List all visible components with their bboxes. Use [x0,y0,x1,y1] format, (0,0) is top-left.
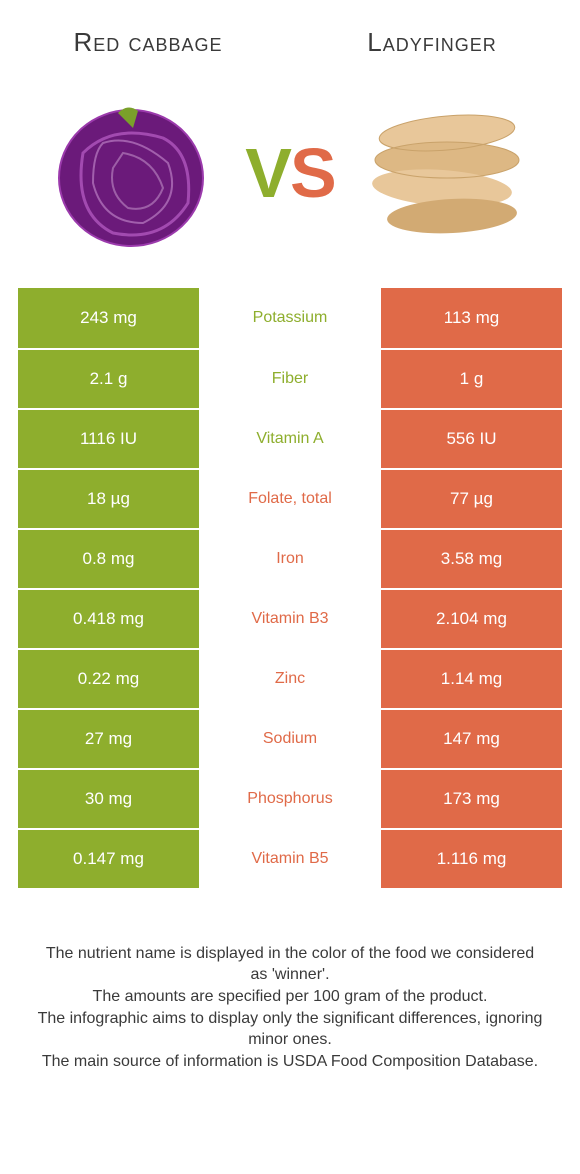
right-value: 1.14 mg [381,650,562,708]
left-value: 1116 IU [18,410,199,468]
left-value: 0.8 mg [18,530,199,588]
left-title: Red cabbage [48,28,248,58]
ladyfinger-icon [362,98,532,248]
right-value: 1 g [381,350,562,408]
left-value: 2.1 g [18,350,199,408]
nutrient-name: Phosphorus [199,770,381,828]
footnote-line-1: The nutrient name is displayed in the co… [36,943,544,986]
red-cabbage-icon [53,93,213,253]
left-value: 27 mg [18,710,199,768]
table-row: 2.1 gFiber1 g [18,348,562,408]
table-row: 18 µgFolate, total77 µg [18,468,562,528]
right-value: 556 IU [381,410,562,468]
vs-v: V [245,134,290,212]
nutrient-name: Vitamin B3 [199,590,381,648]
table-row: 1116 IUVitamin A556 IU [18,408,562,468]
footnote-line-2: The amounts are specified per 100 gram o… [36,986,544,1008]
right-food-image [362,88,532,258]
table-row: 243 mgPotassium113 mg [18,288,562,348]
table-row: 30 mgPhosphorus173 mg [18,768,562,828]
vs-s: S [290,134,335,212]
nutrient-name: Vitamin A [199,410,381,468]
footnote-line-3: The infographic aims to display only the… [36,1008,544,1051]
table-row: 27 mgSodium147 mg [18,708,562,768]
infographic: Red cabbage Ladyfinger VS [0,0,580,1092]
left-value: 18 µg [18,470,199,528]
nutrient-table: 243 mgPotassium113 mg2.1 gFiber1 g1116 I… [18,288,562,888]
left-value: 30 mg [18,770,199,828]
left-value: 0.147 mg [18,830,199,888]
right-value: 147 mg [381,710,562,768]
right-value: 3.58 mg [381,530,562,588]
nutrient-name: Potassium [199,288,381,348]
right-value: 173 mg [381,770,562,828]
hero-row: VS [18,68,562,288]
nutrient-name: Zinc [199,650,381,708]
right-value: 77 µg [381,470,562,528]
vs-label: VS [245,133,334,213]
nutrient-name: Fiber [199,350,381,408]
nutrient-name: Folate, total [199,470,381,528]
table-row: 0.418 mgVitamin B32.104 mg [18,588,562,648]
right-value: 2.104 mg [381,590,562,648]
nutrient-name: Iron [199,530,381,588]
footnote-line-4: The main source of information is USDA F… [36,1051,544,1073]
left-value: 0.22 mg [18,650,199,708]
left-value: 243 mg [18,288,199,348]
left-food-image [48,88,218,258]
right-value: 113 mg [381,288,562,348]
left-value: 0.418 mg [18,590,199,648]
nutrient-name: Vitamin B5 [199,830,381,888]
titles-row: Red cabbage Ladyfinger [18,0,562,68]
table-row: 0.147 mgVitamin B51.116 mg [18,828,562,888]
table-row: 0.8 mgIron3.58 mg [18,528,562,588]
table-row: 0.22 mgZinc1.14 mg [18,648,562,708]
right-value: 1.116 mg [381,830,562,888]
right-title: Ladyfinger [332,28,532,58]
nutrient-name: Sodium [199,710,381,768]
footnote: The nutrient name is displayed in the co… [18,888,562,1093]
